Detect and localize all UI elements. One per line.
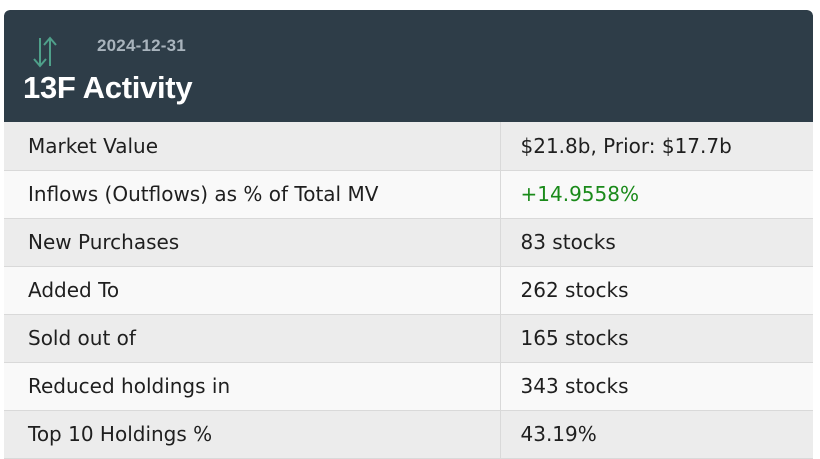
row-label: New Purchases: [4, 218, 500, 267]
activity-table: Market Value $21.8b, Prior: $17.7b Inflo…: [4, 122, 813, 459]
row-label: Market Value: [4, 122, 500, 171]
table-row: Reduced holdings in 343 stocks: [4, 362, 813, 411]
row-label: Reduced holdings in: [4, 362, 500, 411]
row-value: 343 stocks: [499, 362, 813, 411]
table-row: Inflows (Outflows) as % of Total MV +14.…: [4, 170, 813, 219]
table-row: Sold out of 165 stocks: [4, 314, 813, 363]
row-value: 83 stocks: [499, 218, 813, 267]
row-value: 165 stocks: [499, 314, 813, 363]
row-value: 262 stocks: [499, 266, 813, 315]
activity-card: 2024-12-31 13F Activity Market Value $21…: [4, 10, 813, 459]
table-row: Top 10 Holdings % 43.19%: [4, 410, 813, 459]
row-label: Top 10 Holdings %: [4, 410, 500, 459]
report-date: 2024-12-31: [97, 36, 186, 55]
table-row: Added To 262 stocks: [4, 266, 813, 315]
row-label: Added To: [4, 266, 500, 315]
row-value: +14.9558%: [499, 170, 813, 219]
row-label: Inflows (Outflows) as % of Total MV: [4, 170, 500, 219]
table-row: Market Value $21.8b, Prior: $17.7b: [4, 122, 813, 171]
row-label: Sold out of: [4, 314, 500, 363]
row-value: 43.19%: [499, 410, 813, 459]
card-title: 13F Activity: [23, 70, 193, 105]
up-down-arrows-icon: [33, 36, 57, 68]
row-value: $21.8b, Prior: $17.7b: [499, 122, 813, 171]
table-row: New Purchases 83 stocks: [4, 218, 813, 267]
card-header: 2024-12-31 13F Activity: [4, 10, 813, 122]
